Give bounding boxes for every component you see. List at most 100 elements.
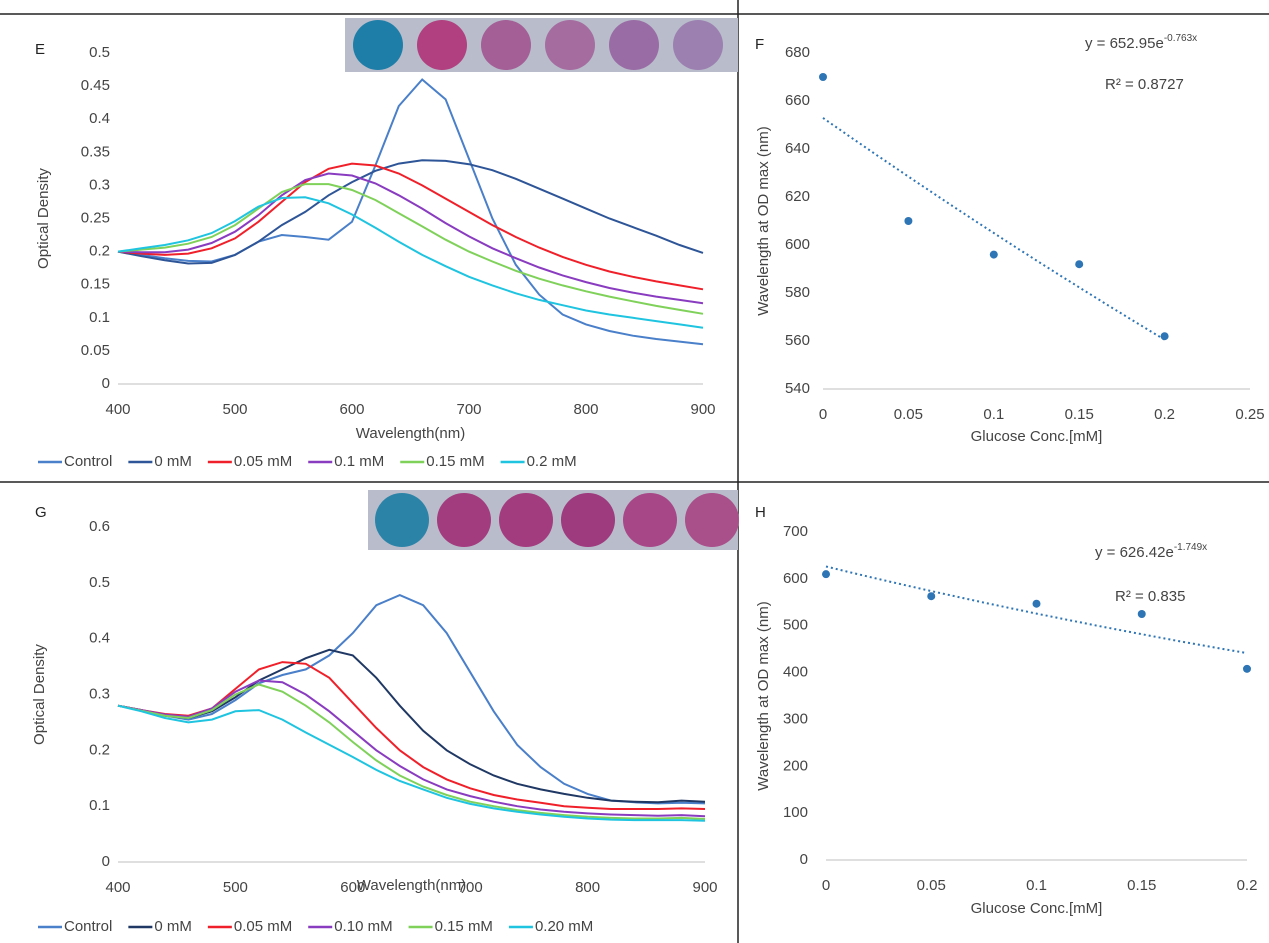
trendline xyxy=(825,565,1248,655)
y-tick-label: 200 xyxy=(783,757,808,774)
panel-label: F xyxy=(755,36,764,53)
legend-label: 0.1 mM xyxy=(334,453,384,470)
equation-base: y = 652.95e xyxy=(1085,35,1164,52)
trendline-equation: y = 626.42e-1.749x xyxy=(1095,542,1207,561)
y-tick-label: 0.35 xyxy=(81,143,110,160)
series-line xyxy=(117,679,706,818)
data-point xyxy=(822,570,830,579)
y-tick-label: 0.3 xyxy=(89,176,110,193)
y-tick-label: 540 xyxy=(785,380,810,397)
equation-base: y = 626.42e xyxy=(1095,544,1174,561)
x-tick-label: 0.15 xyxy=(1065,406,1094,423)
well-photo-e xyxy=(345,18,738,72)
equation-exponent: -1.749x xyxy=(1174,542,1207,553)
y-tick-label: 0.4 xyxy=(89,110,110,127)
data-point xyxy=(1243,664,1251,673)
y-tick-label: 580 xyxy=(785,284,810,301)
legend-label: 0.15 mM xyxy=(426,453,484,470)
y-axis-title: Optical Density xyxy=(35,168,52,269)
y-axis-title: Wavelength at OD max (nm) xyxy=(755,601,772,791)
equation-exponent: -0.763x xyxy=(1164,33,1197,44)
x-axis-title: Wavelength(nm) xyxy=(357,877,466,894)
legend-label: 0.20 mM xyxy=(535,918,593,935)
series-line xyxy=(117,183,704,315)
panel-label: G xyxy=(35,504,47,521)
x-tick-label: 900 xyxy=(690,401,715,418)
series-line xyxy=(117,648,706,804)
legend-label: Control xyxy=(64,453,112,470)
x-tick-label: 700 xyxy=(456,401,481,418)
series-line xyxy=(117,172,704,305)
y-tick-label: 680 xyxy=(785,44,810,61)
x-tick-label: 0.05 xyxy=(917,877,946,894)
y-tick-label: 0.5 xyxy=(89,574,110,591)
data-point xyxy=(1160,332,1169,341)
trendline xyxy=(822,117,1166,341)
r-squared: R² = 0.8727 xyxy=(1105,76,1184,93)
data-point xyxy=(819,73,827,81)
x-tick-label: 500 xyxy=(223,879,248,896)
x-tick-label: 0 xyxy=(819,406,827,423)
data-point xyxy=(927,592,936,601)
x-tick-label: 0.15 xyxy=(1127,877,1156,894)
y-tick-label: 0.2 xyxy=(89,741,110,758)
y-tick-label: 0.2 xyxy=(89,243,110,260)
legend-label: 0.10 mM xyxy=(334,918,392,935)
y-tick-label: 600 xyxy=(785,236,810,253)
x-tick-label: 400 xyxy=(105,401,130,418)
y-tick-label: 500 xyxy=(783,617,808,634)
x-tick-label: 0.1 xyxy=(1026,877,1047,894)
legend-label: 0.2 mM xyxy=(527,453,577,470)
panel-label: H xyxy=(755,504,766,521)
data-point xyxy=(1032,599,1041,608)
data-point xyxy=(1075,260,1084,269)
x-tick-label: 800 xyxy=(573,401,598,418)
legend-label: Control xyxy=(64,918,112,935)
trendline-equation: y = 652.95e-0.763x xyxy=(1085,33,1197,52)
legend-label: 0.15 mM xyxy=(435,918,493,935)
y-tick-label: 620 xyxy=(785,188,810,205)
x-axis-title: Wavelength(nm) xyxy=(356,425,465,442)
x-tick-label: 0 xyxy=(822,877,830,894)
y-tick-label: 700 xyxy=(783,523,808,540)
y-tick-label: 400 xyxy=(783,664,808,681)
legend-label: 0.05 mM xyxy=(234,453,292,470)
panel-label: E xyxy=(35,41,45,58)
data-point xyxy=(904,217,913,225)
y-tick-label: 0.25 xyxy=(81,209,110,226)
x-tick-label: 800 xyxy=(575,879,600,896)
x-tick-label: 600 xyxy=(340,879,365,896)
legend-label: 0 mM xyxy=(154,453,192,470)
x-tick-label: 0.2 xyxy=(1154,406,1175,423)
y-tick-label: 0.05 xyxy=(81,342,110,359)
y-axis-title: Wavelength at OD max (nm) xyxy=(755,126,772,316)
series-line xyxy=(117,683,706,820)
y-tick-label: 0.3 xyxy=(89,685,110,702)
legend-label: 0.05 mM xyxy=(234,918,292,935)
x-tick-label: 400 xyxy=(105,879,130,896)
series-line xyxy=(117,162,704,291)
y-tick-label: 0 xyxy=(800,851,808,868)
y-tick-label: 0.1 xyxy=(89,797,110,814)
y-tick-label: 0.5 xyxy=(89,44,110,61)
data-point xyxy=(1137,610,1146,618)
y-tick-label: 640 xyxy=(785,140,810,157)
x-tick-label: 900 xyxy=(692,879,717,896)
series-line xyxy=(117,78,704,346)
x-axis-title: Glucose Conc.[mM] xyxy=(971,900,1103,917)
data-point xyxy=(989,250,998,259)
series-line xyxy=(117,159,704,265)
legend-label: 0 mM xyxy=(154,918,192,935)
y-tick-label: 560 xyxy=(785,332,810,349)
y-axis-title: Optical Density xyxy=(31,644,48,745)
y-tick-label: 660 xyxy=(785,92,810,109)
x-axis-title: Glucose Conc.[mM] xyxy=(971,428,1103,445)
x-tick-label: 700 xyxy=(458,879,483,896)
y-tick-label: 0.6 xyxy=(89,518,110,535)
y-tick-label: 0 xyxy=(102,853,110,870)
x-tick-label: 500 xyxy=(222,401,247,418)
y-tick-label: 300 xyxy=(783,710,808,727)
y-tick-label: 0.1 xyxy=(89,309,110,326)
y-tick-label: 0.15 xyxy=(81,276,110,293)
